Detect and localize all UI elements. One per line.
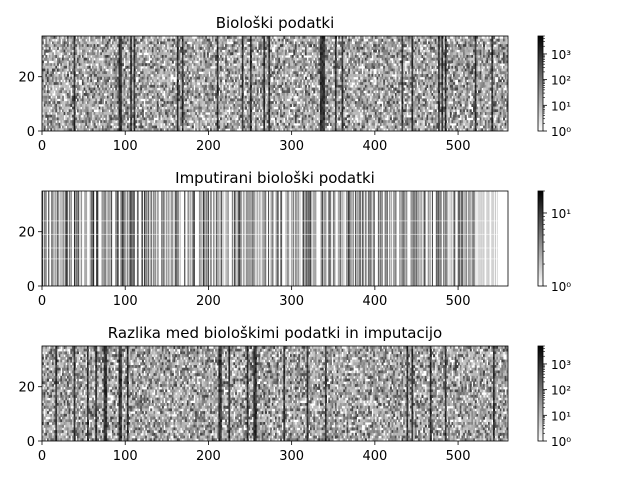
y-tick-label: 0 <box>27 435 35 450</box>
heatmap-cells <box>42 346 508 441</box>
x-tick-label: 0 <box>38 449 46 464</box>
axes-frame <box>41 190 509 287</box>
x-tick-label: 100 <box>113 294 138 309</box>
colorbar-tick-label: 10³ <box>551 48 571 62</box>
colorbar-tick-label: 10² <box>551 384 571 398</box>
colorbar-tick-label: 10¹ <box>551 207 571 221</box>
colorbar-tick-label: 10² <box>551 74 571 88</box>
y-tick-label: 20 <box>18 381 35 396</box>
colorbar-tick-label: 10⁰ <box>551 435 571 449</box>
y-tick-label: 0 <box>27 125 35 140</box>
x-tick-label: 400 <box>362 449 387 464</box>
colorbar-tick-label: 10³ <box>551 358 571 372</box>
colorbar-tick-label: 10⁰ <box>551 125 571 139</box>
heatmap-cells <box>42 36 508 131</box>
chart-title: Razlika med biološkimi podatki in imputa… <box>108 324 442 342</box>
x-tick-label: 300 <box>279 294 304 309</box>
x-tick-label: 200 <box>196 139 221 154</box>
colorbar-tick-label: 10¹ <box>551 409 571 423</box>
x-tick-label: 500 <box>446 294 471 309</box>
y-tick-label: 0 <box>27 280 35 295</box>
y-tick-label: 20 <box>18 71 35 86</box>
colorbar: 10⁰ 10¹ 10² 10³ <box>537 345 571 449</box>
x-tick-label: 500 <box>446 139 471 154</box>
chart-title: Biološki podatki <box>216 14 335 32</box>
x-tick-label: 0 <box>38 139 46 154</box>
x-tick-label: 200 <box>196 294 221 309</box>
x-tick-label: 400 <box>362 294 387 309</box>
heatmap-cells <box>42 191 508 286</box>
x-tick-label: 0 <box>38 294 46 309</box>
y-tick-label: 20 <box>18 226 35 241</box>
chart-title: Imputirani biološki podatki <box>175 169 375 187</box>
axes-frame <box>41 345 509 442</box>
x-tick-label: 400 <box>362 139 387 154</box>
heatmap-panel-3: Razlika med biološkimi podatki in imputa… <box>18 324 571 464</box>
x-tick-label: 100 <box>113 139 138 154</box>
axes-frame <box>41 35 509 132</box>
x-tick-label: 300 <box>279 139 304 154</box>
x-tick-label: 200 <box>196 449 221 464</box>
colorbar: 10⁰ 10¹ 10² 10³ <box>537 35 571 139</box>
colorbar-tick-label: 10¹ <box>551 99 571 113</box>
colorbar-tick-label: 10⁰ <box>551 280 571 294</box>
colorbar: 10⁰ 10¹ <box>537 190 571 294</box>
x-tick-label: 500 <box>446 449 471 464</box>
x-tick-label: 100 <box>113 449 138 464</box>
x-tick-label: 300 <box>279 449 304 464</box>
